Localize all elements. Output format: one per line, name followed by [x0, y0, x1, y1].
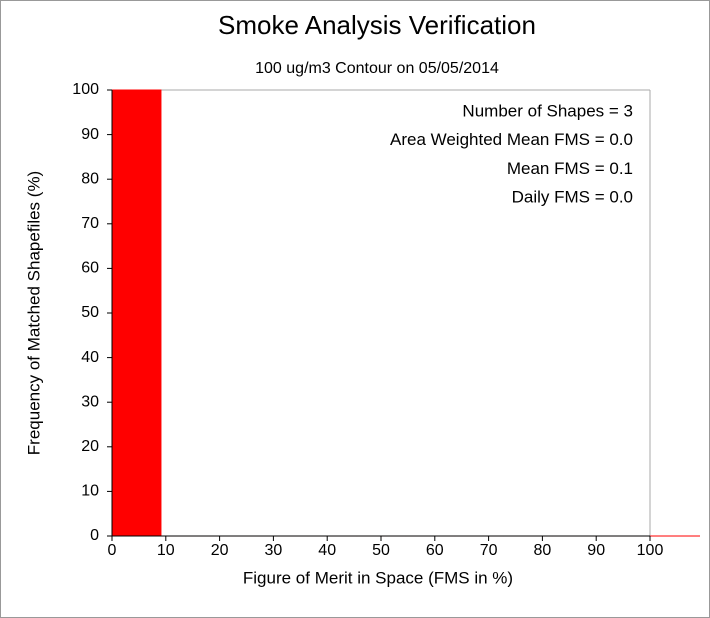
x-tick-label: 10: [157, 542, 175, 559]
annotation: Number of Shapes = 3: [462, 101, 633, 120]
x-tick-label: 80: [534, 542, 552, 559]
chart-title: Smoke Analysis Verification: [218, 10, 536, 40]
x-tick-label: 60: [426, 542, 444, 559]
y-tick-label: 10: [81, 483, 99, 500]
y-tick-label: 90: [81, 126, 99, 143]
chart-subtitle: 100 ug/m3 Contour on 05/05/2014: [255, 60, 499, 77]
x-tick-label: 70: [480, 542, 498, 559]
y-tick-label: 70: [81, 215, 99, 232]
x-tick-label: 30: [265, 542, 283, 559]
y-tick-label: 20: [81, 438, 99, 455]
y-tick-label: 40: [81, 349, 99, 366]
annotation: Area Weighted Mean FMS = 0.0: [390, 130, 633, 149]
x-tick-label: 20: [211, 542, 229, 559]
x-tick-label: 100: [637, 542, 664, 559]
x-axis-label: Figure of Merit in Space (FMS in %): [243, 568, 513, 587]
y-tick-label: 50: [81, 304, 99, 321]
x-tick-label: 50: [372, 542, 390, 559]
annotation: Mean FMS = 0.1: [507, 159, 633, 178]
x-tick-label: 90: [587, 542, 605, 559]
y-tick-label: 0: [90, 527, 99, 544]
y-tick-label: 30: [81, 393, 99, 410]
bar: [111, 89, 162, 537]
x-tick-label: 0: [108, 542, 117, 559]
annotation: Daily FMS = 0.0: [512, 188, 633, 207]
y-tick-label: 60: [81, 260, 99, 277]
y-tick-label: 100: [72, 81, 99, 98]
x-tick-label: 40: [318, 542, 336, 559]
y-tick-label: 80: [81, 170, 99, 187]
y-axis-label: Frequency of Matched Shapefiles (%): [24, 171, 43, 455]
